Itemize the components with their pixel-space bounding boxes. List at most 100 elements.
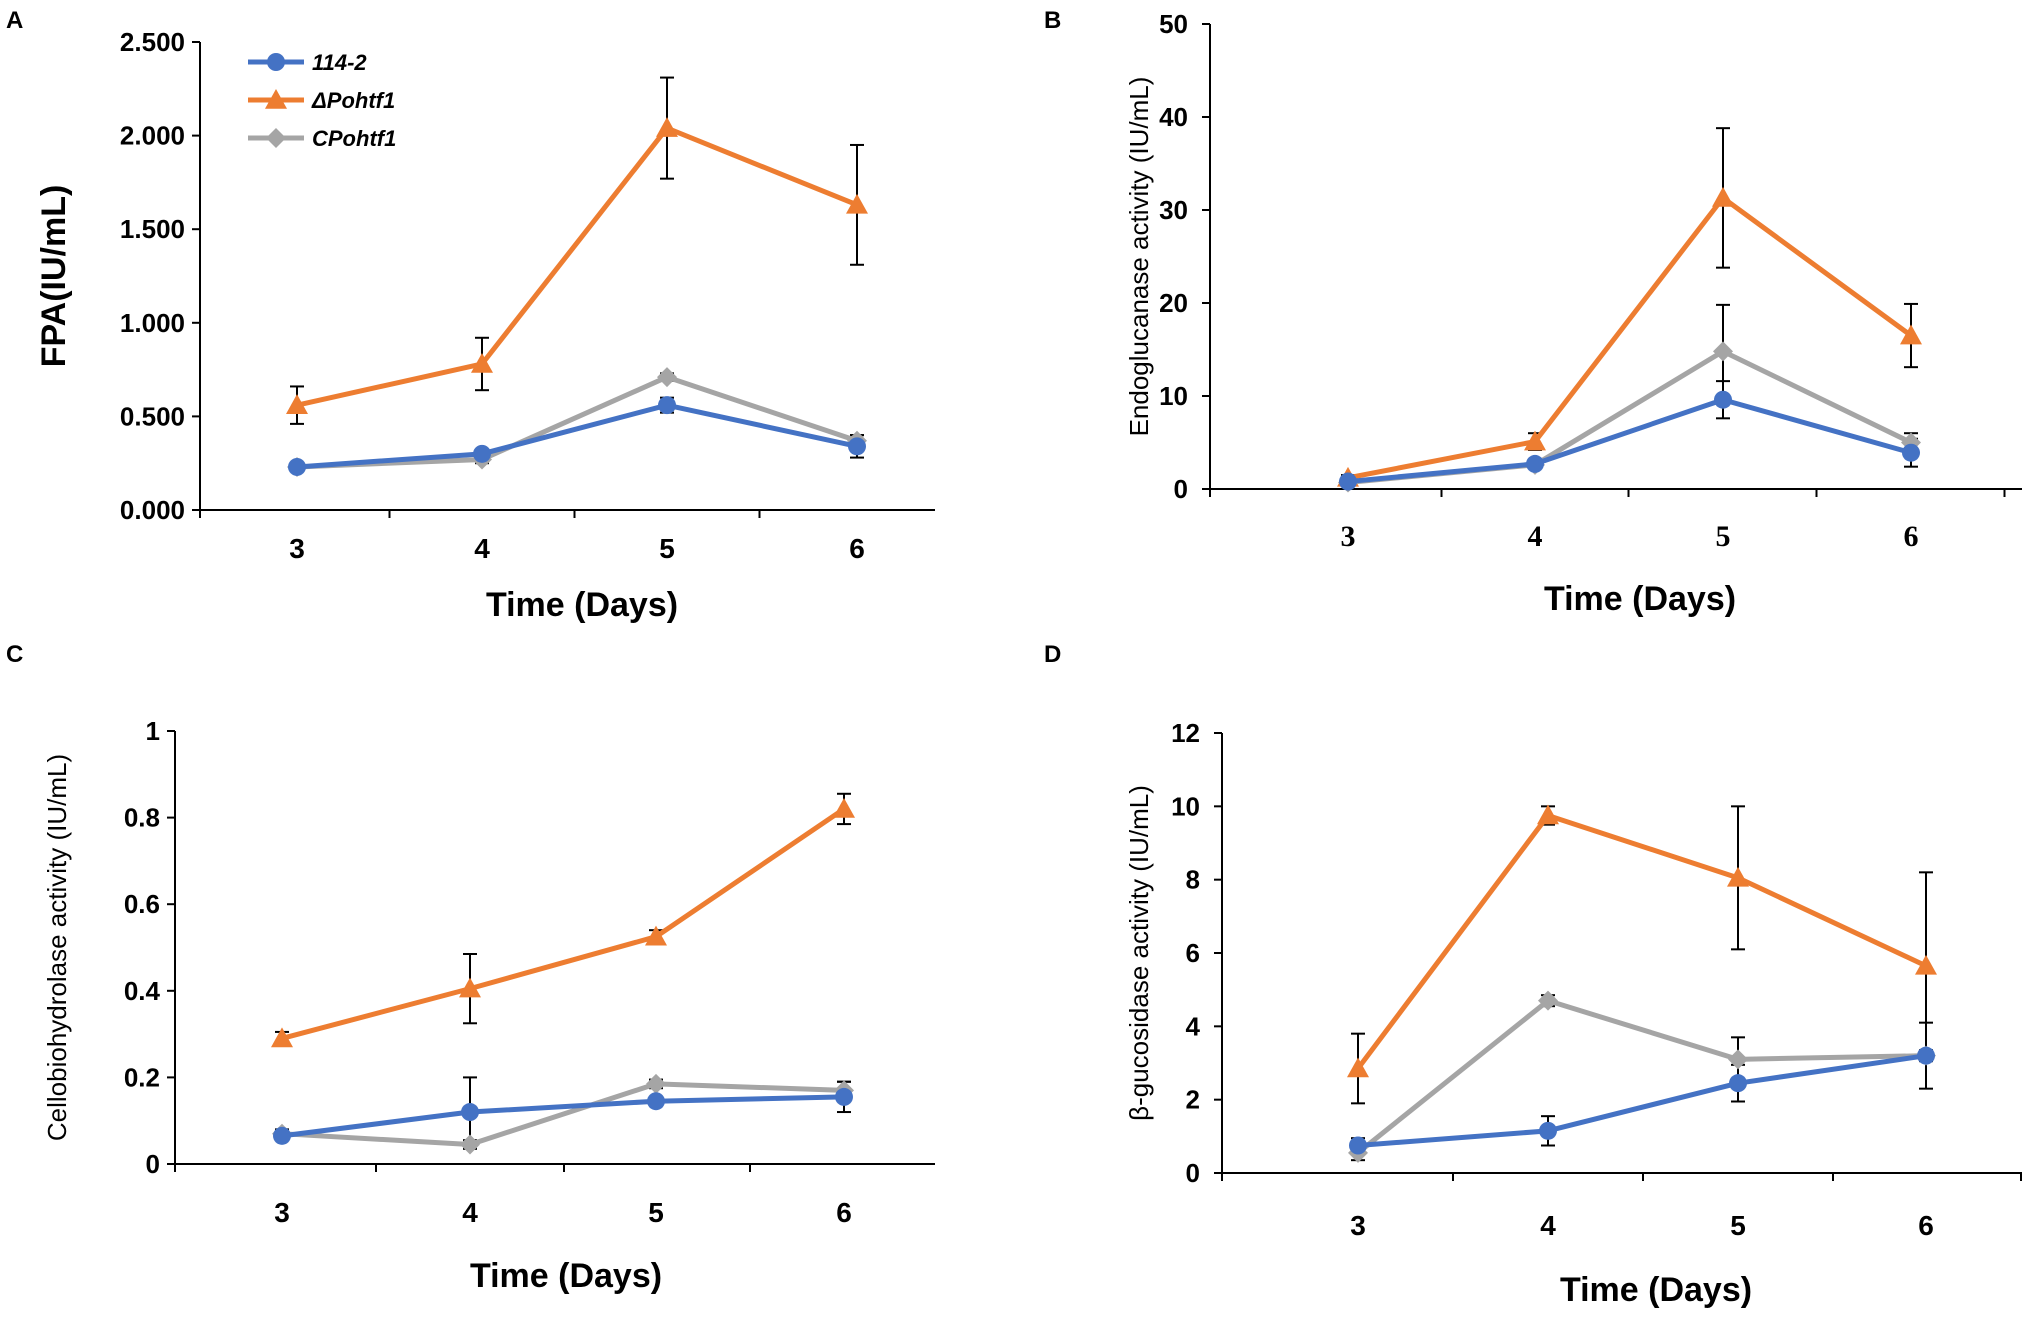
y-tick-label: 0.4 <box>124 976 161 1006</box>
x-tick-label: 3 <box>289 533 305 564</box>
data-point-triangle <box>1900 324 1922 345</box>
data-point-diamond <box>657 367 677 388</box>
y-tick-label: 0.8 <box>124 803 160 833</box>
y-tick-label: 0.000 <box>120 495 185 525</box>
legend-label: 114-2 <box>312 50 367 75</box>
y-tick-label: 8 <box>1186 865 1200 895</box>
x-tick-label: 4 <box>1540 1210 1556 1241</box>
y-tick-label: 6 <box>1186 938 1200 968</box>
x-tick-label: 3 <box>1341 520 1356 553</box>
x-axis-label: Time (Days) <box>486 586 678 624</box>
y-tick-label: 1.000 <box>120 308 185 338</box>
y-axis-label: β-gucosidase activity (IU/mL) <box>1124 785 1154 1121</box>
y-tick-label: 12 <box>1171 718 1200 748</box>
y-tick-label: 2.000 <box>120 121 185 151</box>
data-point-circle <box>1539 1121 1557 1140</box>
y-tick-label: 10 <box>1159 381 1188 411</box>
series-line-cpohtf1 <box>1356 998 1927 1155</box>
x-tick-label: 4 <box>462 1197 478 1228</box>
y-tick-label: 0 <box>146 1149 160 1179</box>
data-point-triangle <box>1524 430 1546 451</box>
data-point-triangle <box>846 193 868 214</box>
data-point-circle <box>1714 390 1732 409</box>
panel-a: A 0.000 0.500 1.000 1.500 2.000 2.500 3 4 5 6 Time … <box>6 7 935 624</box>
data-point-triangle <box>1727 866 1749 887</box>
x-axis-label: Time (Days) <box>1544 580 1736 618</box>
panel-b: B 0 10 20 30 40 50 3 4 5 6 Time (Days) Endoglucanase… <box>1044 7 2022 618</box>
data-point-triangle <box>1347 1057 1369 1078</box>
series-line-pohtf1 <box>281 806 846 1041</box>
data-point-triangle <box>645 925 667 946</box>
series-line-pohtf1 <box>1347 195 1913 481</box>
x-tick-label: 5 <box>659 533 675 564</box>
x-tick-label: 3 <box>274 1197 290 1228</box>
y-tick-label: 0 <box>1186 1158 1200 1188</box>
data-point-circle <box>647 1092 665 1111</box>
legend-label: CPohtf1 <box>312 126 396 151</box>
data-point-circle <box>1526 454 1544 473</box>
x-tick-label: 4 <box>1528 520 1543 553</box>
series-line-cpohtf1 <box>281 1081 845 1148</box>
data-point-triangle <box>656 117 678 137</box>
y-axis-label: FPA(IU/mL) <box>35 185 73 368</box>
data-point-triangle <box>1537 804 1559 825</box>
y-tick-label: 4 <box>1186 1011 1201 1041</box>
y-tick-label: 2.500 <box>120 27 185 57</box>
y-tick-label: 10 <box>1171 791 1200 821</box>
data-point-triangle <box>1712 186 1734 207</box>
data-point-circle <box>473 444 491 463</box>
panel-d: D 0 2 4 6 8 10 12 3 4 5 6 Time (Days) β-gucosidase ac… <box>1044 641 2022 1309</box>
data-point-circle <box>1349 1136 1367 1155</box>
y-tick-label: 1.500 <box>120 214 185 244</box>
data-point-circle <box>1729 1074 1747 1093</box>
data-point-circle <box>1902 443 1920 462</box>
data-point-circle <box>461 1103 479 1122</box>
x-tick-label: 5 <box>1730 1210 1746 1241</box>
x-tick-label: 3 <box>1350 1210 1366 1241</box>
data-point-triangle <box>271 1027 293 1048</box>
series-line-pohtf1 <box>1356 813 1928 1071</box>
data-point-diamond <box>1728 1049 1748 1070</box>
series-line-pohtf1 <box>296 125 858 408</box>
y-tick-label: 1 <box>146 716 160 746</box>
panel-letter: B <box>1044 7 1061 34</box>
y-axis-label: Cellobiohydrolase activity (IU/mL) <box>42 754 72 1141</box>
y-tick-label: 0 <box>1174 474 1188 504</box>
series-line-1142 <box>296 402 858 470</box>
series-line-1142 <box>281 1094 845 1139</box>
y-tick-label: 40 <box>1159 102 1188 132</box>
legend-marker-diamond <box>266 128 286 148</box>
x-axis-label: Time (Days) <box>1560 1271 1752 1309</box>
data-point-circle <box>835 1087 853 1106</box>
data-point-circle <box>1917 1046 1935 1065</box>
data-point-circle <box>273 1126 291 1145</box>
y-tick-label: 0.500 <box>120 401 185 431</box>
panel-c: C 0 0.2 0.4 0.6 0.8 1 3 4 5 6 Time (Days) Cellobiohy… <box>6 641 935 1295</box>
data-point-circle <box>658 396 676 415</box>
y-tick-label: 0.2 <box>124 1062 160 1092</box>
y-tick-label: 50 <box>1159 9 1188 39</box>
data-point-triangle <box>1915 954 1937 975</box>
y-axis-label: Endoglucanase activity (IU/mL) <box>1124 77 1154 437</box>
data-point-circle <box>1339 472 1357 491</box>
x-tick-label: 5 <box>648 1197 664 1228</box>
data-point-circle <box>848 437 866 456</box>
x-axis-label: Time (Days) <box>470 1257 662 1295</box>
x-tick-label: 6 <box>849 533 865 564</box>
data-point-circle <box>288 457 306 476</box>
data-point-diamond <box>460 1134 480 1155</box>
panel-letter: C <box>6 641 23 668</box>
x-tick-label: 5 <box>1716 520 1731 553</box>
data-point-triangle <box>459 977 481 998</box>
legend-marker-circle <box>267 53 285 71</box>
panel-letter: D <box>1044 641 1061 668</box>
series-line-1142 <box>1357 1053 1927 1148</box>
y-tick-label: 20 <box>1159 288 1188 318</box>
data-point-diamond <box>1713 341 1733 362</box>
series-line-1142 <box>1347 397 1912 485</box>
y-tick-label: 2 <box>1186 1085 1200 1115</box>
x-tick-label: 4 <box>474 533 490 564</box>
y-tick-label: 0.6 <box>124 889 160 919</box>
x-tick-label: 6 <box>1904 520 1919 553</box>
